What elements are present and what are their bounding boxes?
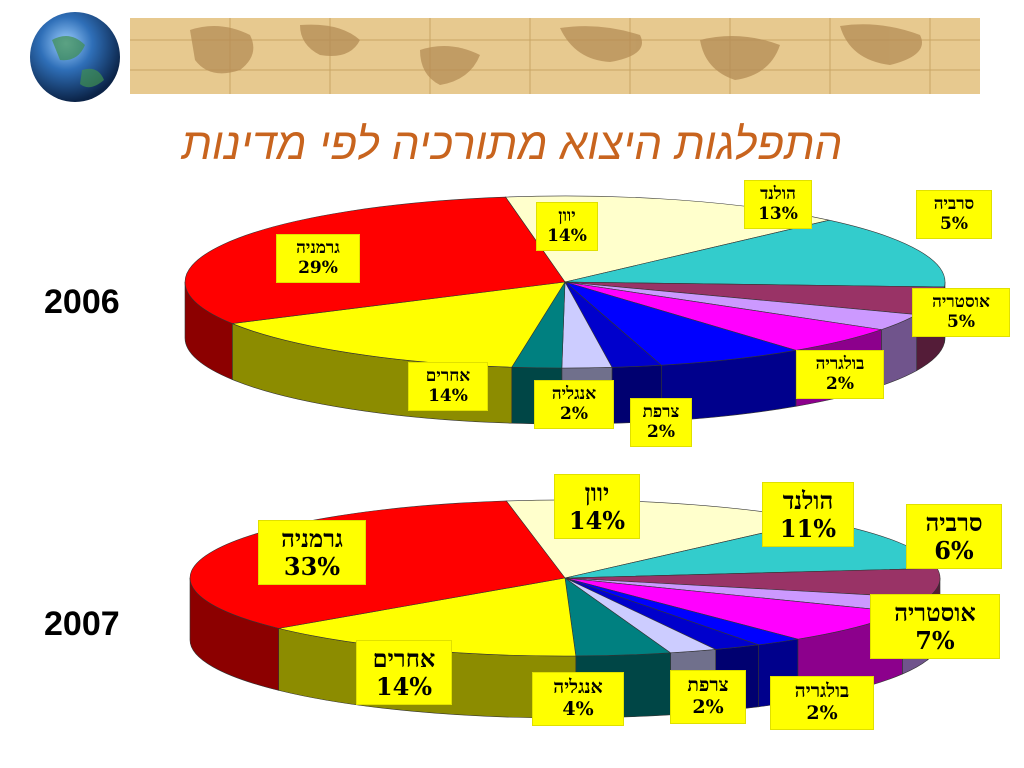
page-title: התפלגות היצוא מתורכיה לפי מדינות — [181, 120, 843, 169]
label-2006-germany: גרמניה 29% — [276, 234, 360, 284]
label-2007-germany: גרמניה 33% — [258, 520, 366, 586]
label-2007-serbia: סרביה 6% — [906, 504, 1002, 570]
year-label-2007: 2007 — [44, 605, 120, 643]
label-2007-england: אנגליה 4% — [532, 672, 624, 726]
label-2006-serbia: סרביה 5% — [916, 190, 992, 240]
pie-2006-slice-5 — [564, 281, 796, 366]
label-2006-england: אנגליה 2% — [534, 380, 614, 430]
label-2006-netherlands: הולנד 13% — [744, 180, 812, 230]
label-2006-greece: יוון 14% — [536, 202, 598, 252]
label-2007-others: אחרים 14% — [356, 640, 452, 706]
label-2007-bulgaria: בולגריה 2% — [770, 676, 874, 730]
label-2006-others: אחרים 14% — [408, 362, 488, 412]
year-label-2006: 2006 — [44, 283, 120, 321]
label-2007-france: צרפת 2% — [670, 670, 746, 724]
header-banner — [30, 12, 980, 102]
label-2007-greece: יוון 14% — [554, 474, 640, 540]
label-2007-netherlands: הולנד 11% — [762, 482, 854, 548]
label-2007-austria: אוסטריה 7% — [870, 594, 1000, 660]
label-2006-austria: אוסטריה 5% — [912, 288, 1010, 338]
pie-2006-slice-1 — [564, 219, 946, 288]
label-2006-bulgaria: בולגריה 2% — [796, 350, 884, 400]
label-2006-france: צרפת 2% — [630, 398, 692, 448]
pie-2006-slice-10 — [184, 196, 566, 324]
